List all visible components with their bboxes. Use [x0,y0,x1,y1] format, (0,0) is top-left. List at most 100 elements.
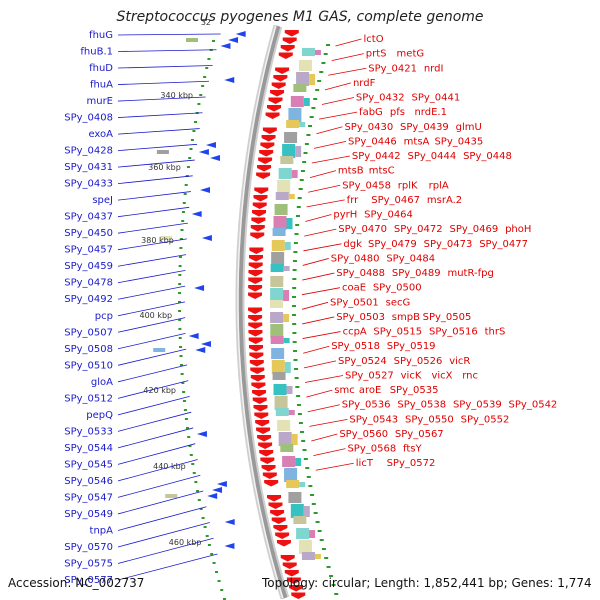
gc-track-mark [178,274,182,276]
gc-track-mark [293,242,298,244]
gc-track-mark [212,40,216,42]
scale-tick-label: 400 kbp [140,311,173,320]
left-leader-line [117,553,218,581]
left-leader-line [117,49,217,52]
cog-feature-block [295,146,302,157]
gc-track-mark [178,328,182,330]
right-gene-label: mtsB [338,166,364,177]
gc-track-mark [293,350,298,352]
reverse-gene-arrow [254,187,269,194]
gc-track-mark [292,287,297,289]
reverse-gene-arrow [250,367,265,374]
reverse-gene-arrow [271,82,286,89]
gc-track-mark [299,179,304,181]
forward-gene-arrow [224,543,235,549]
reverse-gene-arrow [254,412,269,419]
reverse-gene-arrow [267,105,282,112]
right-gene-label: smc [334,385,354,396]
reverse-gene-arrow [258,157,273,164]
gc-track-mark [293,251,298,253]
gc-track-mark [180,373,184,375]
forward-gene-arrow [205,142,216,148]
gc-track-mark [212,562,216,564]
cog-feature-block [309,530,316,538]
cog-feature-block [298,60,312,71]
cog-feature-block [314,50,321,55]
left-leader-line [117,427,194,449]
cog-feature-block [291,170,298,178]
reverse-gene-arrow [248,285,263,292]
left-leader-line [117,285,186,300]
right-leader-line [302,331,341,339]
gc-track-mark [293,359,298,361]
topology-text: Topology: circular; Length: 1,852,441 bp… [262,576,592,590]
gc-track-mark [303,152,308,154]
right-gene-label: ccpA [343,327,367,338]
cog-feature-block [273,216,287,230]
gc-track-mark [326,44,331,46]
reverse-gene-arrow [291,592,306,599]
right-gene-label: SPy_0536 [342,400,391,411]
gc-track-mark [179,355,183,357]
gc-track-mark [181,211,185,213]
cog-feature-block [303,506,310,517]
reverse-gene-arrow [284,570,299,577]
right-leader-line [316,126,343,135]
right-gene-label: pyrH [333,210,357,221]
right-gene-label: SPy_0469 [449,224,498,235]
gc-track-mark [192,472,196,474]
forward-gene-arrow [212,487,223,493]
left-gene-label: SPy_0478 [64,278,113,289]
right-gene-label: aroE [359,385,381,396]
right-gene-label: SPy_0524 [338,356,387,367]
gc-track-mark [308,485,313,487]
right-gene-label: SPy_0458 [342,180,391,191]
gc-track-mark [178,310,182,312]
right-leader-line [313,448,346,456]
right-gene-label: rnc [462,370,478,381]
right-gene-label: SPy_0470 [338,224,387,235]
gc-track-mark [294,368,299,370]
map-title: Streptococcus pyogenes M1 GAS, complete … [116,9,484,25]
left-leader-line [117,459,198,482]
cog-feature-block [278,432,292,446]
right-leader-line [303,360,337,369]
gc-track-mark [324,557,329,559]
right-gene-label: nrdI [424,63,444,74]
forward-gene-arrow [216,481,227,487]
cog-feature-block [301,552,315,560]
gc-track-mark [193,121,197,123]
cog-feature-block [286,218,293,229]
right-leader-line [303,243,342,252]
scale-tick-label: 440 kbp [153,462,186,471]
right-gene-label: SPy_0448 [463,151,512,162]
left-gene-label: SPy_0512 [64,393,113,404]
right-gene-label: coaE [342,283,366,294]
right-gene-label: SPy_0435 [434,136,483,147]
cog-feature-block [270,276,284,287]
forward-feature-block [186,38,199,42]
gc-track-mark [298,188,303,190]
right-leader-line [303,345,330,354]
cog-feature-block [296,72,310,86]
right-gene-label: SPy_0518 [331,341,380,352]
cog-feature-block [286,480,300,488]
right-gene-label: vicR [449,356,470,367]
left-gene-label: murE [86,96,113,107]
cog-feature-block [275,408,289,416]
right-leader-line [304,375,344,383]
cog-feature-block [277,180,291,194]
reverse-gene-arrow [248,315,263,322]
right-gene-label: SPy_0515 [373,327,422,338]
gc-track-mark [196,490,200,492]
right-leader-line [302,258,329,266]
gc-track-mark [292,323,297,325]
left-gene-label: SPy_0546 [64,476,113,487]
left-gene-label: pepQ [86,410,113,421]
right-gene-label: SPy_0484 [386,253,435,264]
gc-track-mark [184,184,188,186]
cog-feature-block [309,74,316,85]
cog-feature-block [288,194,295,199]
right-leader-line [313,141,347,149]
